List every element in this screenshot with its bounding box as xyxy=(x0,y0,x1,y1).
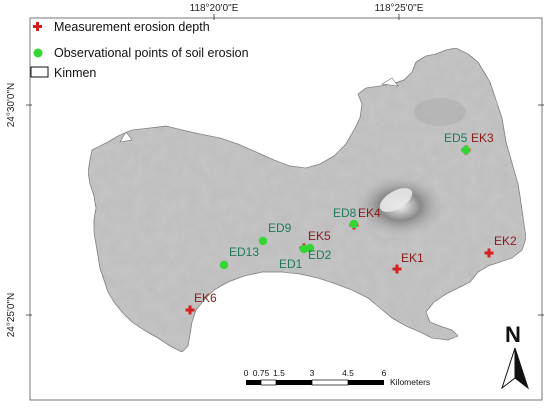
north-inlet xyxy=(381,77,399,87)
map-frame xyxy=(29,17,543,401)
west-inlet xyxy=(119,131,133,143)
observation-point-ed5 xyxy=(461,145,471,155)
scale-bar-segment xyxy=(246,380,261,385)
scale-bar: 0 0.75 1.5 3 4.5 6 Kilometers xyxy=(244,368,431,387)
latitude-label-1: 24°30'0"N xyxy=(6,83,17,128)
legend-observational-label: Observational points of soil erosion xyxy=(54,46,249,60)
measurement-point-label-ek5: EK5 xyxy=(308,229,331,243)
observation-point-label-ed9: ED9 xyxy=(268,221,292,235)
legend-kinmen-symbol xyxy=(30,66,49,78)
observation-point-label-ed2: ED2 xyxy=(308,248,332,262)
north-arrow: N xyxy=(501,322,529,390)
measurement-point-label-ek3: EK3 xyxy=(471,131,494,145)
mountain-ridge xyxy=(379,188,413,212)
scale-bar-segment xyxy=(311,379,349,386)
scale-bar-segment xyxy=(276,380,312,385)
observation-point-label-ed5: ED5 xyxy=(444,131,468,145)
kinmen-island xyxy=(87,47,527,353)
longitude-label-1: 118°20'0"E xyxy=(190,3,239,14)
scale-tick-label: 4.5 xyxy=(342,368,354,378)
legend-observational-symbol xyxy=(33,48,43,58)
north-arrow-left-half xyxy=(501,347,516,390)
observation-points-layer: ED1 ED2 ED5 ED8 ED9 ED13 xyxy=(219,131,471,271)
legend-kinmen-label: Kinmen xyxy=(54,66,96,80)
legend: Measurement erosion depth Observational … xyxy=(30,20,249,80)
measurement-point-ek6 xyxy=(185,305,195,315)
longitude-label-2: 118°25'0"E xyxy=(375,3,424,14)
scale-tick-label: 3 xyxy=(310,368,315,378)
scale-bar-segment xyxy=(260,379,277,386)
observation-point-label-ed13: ED13 xyxy=(229,245,259,259)
observation-point-ed13 xyxy=(219,260,229,270)
scale-tick-label: 0 xyxy=(244,368,249,378)
measurement-point-label-ek2: EK2 xyxy=(494,234,517,248)
scale-unit-label: Kilometers xyxy=(390,377,430,387)
observation-point-label-ed1: ED1 xyxy=(279,257,303,271)
kinmen-island-shape xyxy=(87,47,527,353)
scale-tick-label: 0.75 xyxy=(253,368,270,378)
measurement-point-label-ek1: EK1 xyxy=(401,251,424,265)
observation-point-ed8 xyxy=(349,219,359,229)
measurement-points-layer: EK1 EK2 EK3 EK4 EK5 EK6 xyxy=(185,131,517,315)
observation-point-ed2 xyxy=(305,243,315,253)
measurement-point-label-ek6: EK6 xyxy=(194,291,217,305)
observation-point-label-ed8: ED8 xyxy=(333,206,357,220)
legend-measurement-symbol xyxy=(33,22,42,31)
latitude-label-2: 24°25'0"N xyxy=(6,293,17,338)
observation-point-ed9 xyxy=(258,236,268,246)
legend-measurement-label: Measurement erosion depth xyxy=(54,20,210,34)
northern-hills xyxy=(414,98,466,126)
scale-tick-label: 6 xyxy=(382,368,387,378)
north-arrow-label: N xyxy=(505,322,521,347)
graticule-ticks xyxy=(26,14,544,316)
north-arrow-right-half xyxy=(514,347,529,390)
measurement-point-ek2 xyxy=(484,248,494,258)
scale-tick-label: 1.5 xyxy=(273,368,285,378)
measurement-point-ek1 xyxy=(392,264,402,274)
scale-bar-segment xyxy=(348,380,384,385)
measurement-point-label-ek4: EK4 xyxy=(358,206,381,220)
